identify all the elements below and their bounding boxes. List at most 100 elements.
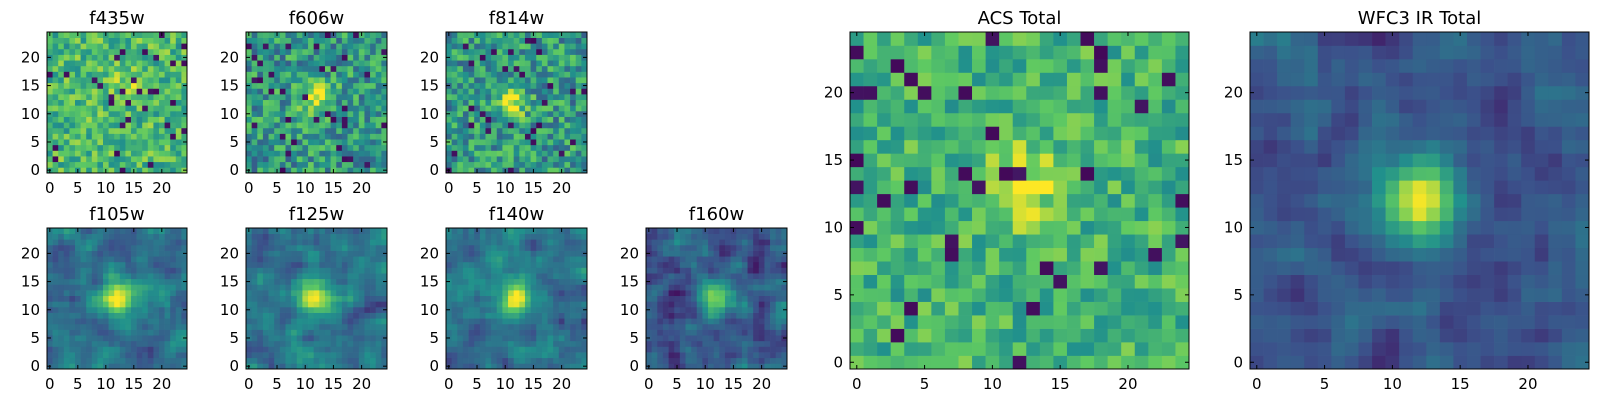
pixel-cell (508, 116, 515, 123)
pixel-cell (651, 312, 658, 319)
pixel-cell (347, 290, 354, 297)
pixel-cell (268, 244, 275, 251)
pixel-cell (564, 306, 571, 313)
pixel-cell (850, 220, 864, 235)
pixel-cell (97, 156, 104, 163)
pixel-cell (530, 60, 537, 67)
pixel-cell (485, 233, 492, 240)
pixel-cell (558, 88, 565, 95)
pixel-cell (524, 43, 531, 50)
y-tick-label: 20 (220, 48, 239, 66)
pixel-cell (308, 363, 315, 370)
pixel-cell (553, 105, 560, 112)
pixel-cell (142, 82, 149, 89)
pixel-cell (479, 37, 486, 44)
pixel-cell (462, 48, 469, 55)
pixel-cell (91, 329, 98, 336)
pixel-cell (114, 228, 121, 234)
pixel-cell (262, 261, 269, 268)
pixel-cell (69, 278, 76, 285)
pixel-cell (262, 127, 269, 134)
pixel-cell (52, 273, 59, 280)
pixel-cell (708, 250, 715, 257)
pixel-cell (657, 250, 664, 257)
pixel-cell (80, 116, 87, 123)
pixel-cell (381, 60, 388, 67)
pixel-cell (781, 340, 788, 347)
pixel-cell (341, 357, 348, 364)
pixel-cell (147, 329, 154, 336)
pixel-cell (153, 54, 160, 61)
pixel-cell (147, 335, 154, 342)
pixel-cell (251, 306, 258, 313)
pixel-cell (47, 60, 53, 67)
pixel-cell (558, 127, 565, 134)
pixel-cell (985, 220, 1000, 235)
pixel-cell (530, 239, 537, 246)
pixel-cell (570, 228, 577, 234)
pixel-cell (457, 290, 464, 297)
pixel-cell (119, 60, 126, 67)
pixel-cell (103, 244, 109, 251)
pixel-cell (668, 306, 675, 313)
pixel-cell (63, 127, 70, 134)
pixel-cell (462, 346, 469, 353)
pixel-cell (347, 301, 354, 308)
pixel-cell (181, 99, 188, 106)
pixel-cell (279, 133, 286, 140)
pixel-cell (170, 340, 177, 347)
pixel-cell (468, 127, 475, 134)
pixel-cell (536, 312, 543, 319)
pixel-cell (530, 54, 537, 61)
pixel-cell (268, 99, 275, 106)
pixel-cell (324, 110, 331, 117)
pixel-cell (1080, 315, 1095, 329)
pixel-cell (457, 43, 464, 50)
pixel-cell (575, 250, 582, 257)
pixel-cell (775, 323, 782, 330)
pixel-cell (319, 167, 326, 174)
pixel-cell (181, 273, 188, 280)
pixel-cell (451, 110, 458, 117)
pixel-cell (58, 37, 65, 44)
pixel-cell (536, 167, 543, 174)
pixel-cell (136, 60, 143, 67)
pixel-cell (291, 88, 298, 95)
pixel-cell (63, 239, 70, 246)
pixel-cell (519, 65, 526, 72)
pixel-cell (519, 48, 526, 55)
pixel-cell (519, 284, 526, 291)
pixel-cell (119, 239, 126, 246)
pixel-cell (364, 133, 371, 140)
pixel-cell (1026, 166, 1041, 181)
pixel-cell (103, 273, 109, 280)
pixel-cell (347, 116, 354, 123)
pixel-cell (485, 156, 492, 163)
pixel-cell (364, 105, 371, 112)
pixel-cell (103, 250, 109, 257)
pixel-cell (131, 250, 137, 257)
pixel-cell (262, 139, 269, 146)
pixel-cell (530, 273, 537, 280)
pixel-cell (246, 37, 252, 44)
pixel-cell (91, 295, 98, 302)
pixel-cell (159, 306, 165, 313)
pixel-cell (147, 122, 154, 129)
pixel-cell (508, 54, 515, 61)
pixel-cell (164, 306, 171, 313)
pixel-cell (496, 318, 503, 325)
pixel-cell (451, 167, 458, 174)
pixel-cell (330, 116, 337, 123)
pixel-cell (1012, 301, 1027, 316)
pixel-cell (674, 323, 681, 330)
pixel-cell (944, 234, 959, 249)
pixel-cell (462, 94, 469, 101)
pixel-cell (142, 37, 149, 44)
pixel-cell (330, 133, 337, 140)
pixel-cell (103, 335, 109, 342)
pixel-cell (736, 329, 743, 336)
pixel-cell (485, 54, 492, 61)
pixel-cell (364, 150, 371, 157)
pixel-cell (462, 340, 469, 347)
